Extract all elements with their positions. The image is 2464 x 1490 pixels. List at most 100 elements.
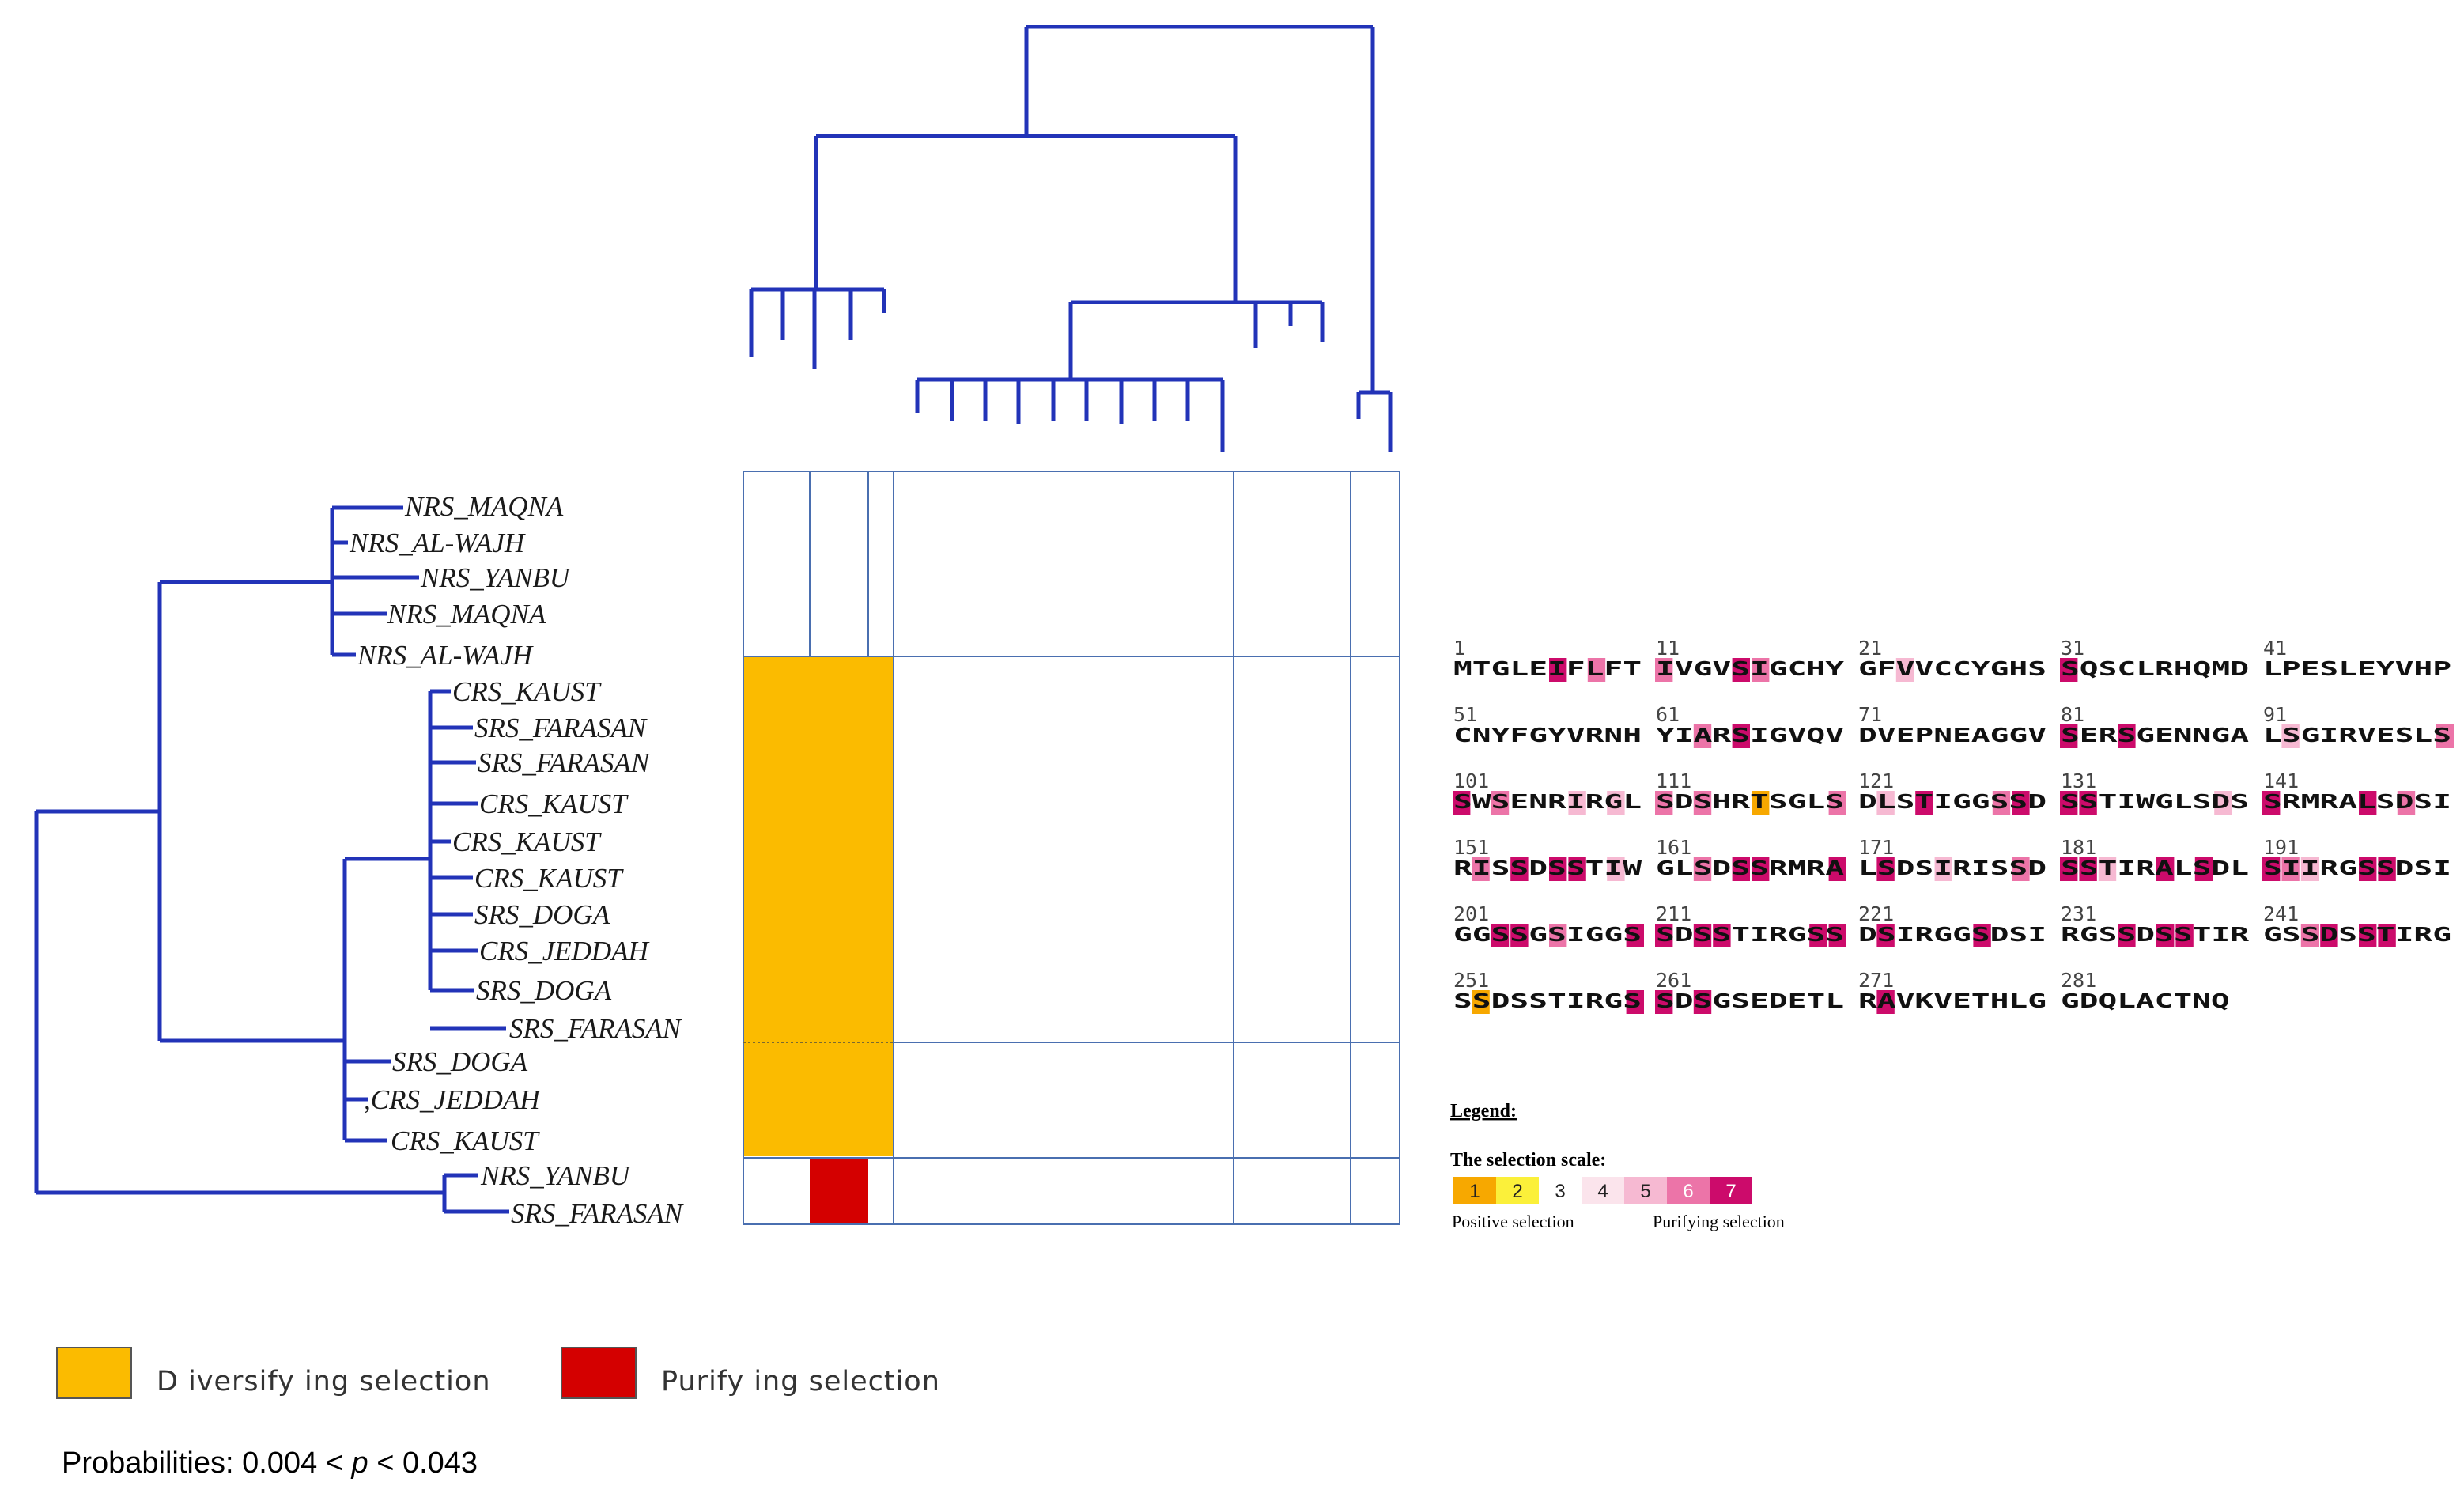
residue-highlight	[2359, 791, 2377, 815]
residue-highlight	[2098, 857, 2117, 881]
sequence-position-number: 21	[1858, 637, 1882, 660]
residue-highlight	[2079, 791, 2097, 815]
residue-highlight	[1693, 924, 1712, 947]
sequence-block: DSIRGGSDSI	[1858, 923, 2046, 946]
residue-highlight	[2060, 658, 2078, 682]
taxon-label: CRS_KAUST	[474, 863, 624, 894]
taxon-label: SRS_FARASAN	[509, 1013, 682, 1044]
taxon-label: NRS_YANBU	[480, 1160, 632, 1191]
residue-highlight	[2262, 857, 2281, 881]
residue-highlight	[1626, 990, 1644, 1014]
sequence-position-number: 81	[2061, 703, 2084, 726]
sequence-position-number: 131	[2061, 770, 2096, 792]
residue-highlight	[2436, 724, 2454, 748]
residue-highlight	[1876, 791, 1895, 815]
sequence-block: YIARSIGVQV	[1656, 724, 1844, 747]
residue-highlight	[2320, 924, 2338, 947]
residue-highlight	[2397, 791, 2416, 815]
residue-highlight	[2300, 857, 2319, 881]
sequence-block: DVEPNEAGGV	[1858, 724, 2046, 747]
residue-highlight	[1510, 857, 1529, 881]
selection-matrix	[743, 471, 1400, 1225]
sequence-block: LSDSIRISSD	[1858, 857, 2046, 879]
taxon-label: SRS_FARASAN	[511, 1198, 684, 1229]
diversifying-block	[743, 656, 894, 1156]
sequence-block: SDSGSEDETL	[1656, 989, 1844, 1012]
residue-highlight	[1549, 924, 1567, 947]
residue-highlight	[1587, 658, 1606, 682]
residue-highlight	[1607, 857, 1625, 881]
residue-highlight	[2359, 924, 2377, 947]
sequence-block: SDSHRTSGLS	[1656, 790, 1844, 813]
sequence-position-number: 121	[1858, 770, 1894, 792]
sequence-position-number: 41	[2263, 637, 2287, 660]
taxon-label: CRS_KAUST	[391, 1125, 540, 1156]
residue-highlight	[1693, 791, 1712, 815]
scale-swatch	[1539, 1177, 1582, 1204]
residue-highlight	[1876, 990, 1895, 1014]
residue-highlight	[2060, 791, 2078, 815]
residue-highlight	[1655, 791, 1673, 815]
taxon-label: CRS_KAUST	[479, 788, 629, 819]
taxon-label: SRS_DOGA	[474, 899, 610, 930]
sequence-block: IVGVSIGCHY	[1656, 657, 1844, 680]
top-dendrogram	[749, 25, 1393, 452]
scale-swatch	[1710, 1177, 1752, 1204]
sequence-block: SDSSTIRGSS	[1656, 923, 1844, 946]
purifying-selection-label: Purifying selection	[1653, 1212, 1785, 1231]
scale-value: 6	[1683, 1181, 1693, 1202]
sequence-position-number: 251	[1453, 969, 1489, 992]
residue-highlight	[2156, 857, 2175, 881]
sequence-position-number: 1	[1453, 637, 1465, 660]
residue-highlight	[1934, 857, 1952, 881]
residue-highlight	[2175, 924, 2194, 947]
residue-highlight	[1973, 924, 1991, 947]
sequence-block: SRMRALSDSI	[2263, 790, 2451, 813]
sequence-block: GFVVCCYGHS	[1858, 657, 2046, 680]
residue-highlight	[2118, 924, 2136, 947]
residue-highlight	[1472, 990, 1490, 1014]
residue-highlight	[1655, 924, 1673, 947]
sequence-position-number: 261	[1656, 969, 1691, 992]
taxon-label: CRS_KAUST	[452, 676, 602, 707]
residue-highlight	[1568, 791, 1586, 815]
taxon-label: CRS_JEDDAH	[479, 936, 650, 966]
legend-title: Legend:	[1450, 1101, 1517, 1121]
sequence-block: SQSCLRHQMD	[2061, 657, 2249, 680]
residue-highlight	[1549, 658, 1567, 682]
selection-legend: Legend: The selection scale: 1 2 3 4 5 6 7 Pos…	[1450, 1101, 1785, 1231]
sequence-block: SSDSSTIRGS	[1453, 989, 1642, 1012]
residue-highlight	[1752, 658, 1770, 682]
sequence-block: SSTIWGLSDS	[2061, 790, 2249, 813]
taxon-label: NRS_AL-WAJH	[349, 528, 526, 558]
sequence-block: SIIRGSSDSI	[2263, 857, 2451, 879]
color-key: D iversify ing selection Purify ing sele…	[56, 1347, 939, 1399]
sequence-position-number: 211	[1656, 902, 1691, 925]
residue-highlight	[2156, 924, 2175, 947]
selection-scale: 1 2 3 4 5 6 7	[1453, 1177, 1752, 1204]
residue-highlight	[2012, 791, 2030, 815]
residue-highlight	[1491, 924, 1510, 947]
residue-highlight	[2060, 724, 2078, 748]
residue-highlight	[1895, 658, 1914, 682]
residue-highlight	[2378, 924, 2396, 947]
taxon-label: CRS_KAUST	[452, 826, 602, 857]
sequence-position-number: 191	[2263, 836, 2299, 859]
sequence-block: SSTIRALSDL	[2061, 857, 2249, 879]
sequence-position-number: 51	[1453, 703, 1477, 726]
sequence-block: GSSDSSTIRG	[2263, 923, 2451, 946]
residue-highlight	[1732, 724, 1750, 748]
sequence-position-number: 61	[1656, 703, 1680, 726]
scale-swatch	[1667, 1177, 1710, 1204]
left-tree-labels: NRS_MAQNA NRS_AL-WAJH NRS_YANBU NRS_MAQN…	[349, 491, 684, 1229]
sequence-position-number: 141	[2263, 770, 2299, 792]
residue-highlight	[1472, 857, 1490, 881]
sequence-block: SERSGENNGA	[2061, 724, 2249, 747]
residue-highlight	[1693, 724, 1712, 748]
scale-swatch	[1453, 1177, 1496, 1204]
residue-highlight	[1693, 990, 1712, 1014]
taxon-label: NRS_MAQNA	[404, 491, 564, 522]
residue-highlight	[1655, 990, 1673, 1014]
residue-highlight	[1713, 924, 1731, 947]
residue-highlight	[1752, 791, 1770, 815]
